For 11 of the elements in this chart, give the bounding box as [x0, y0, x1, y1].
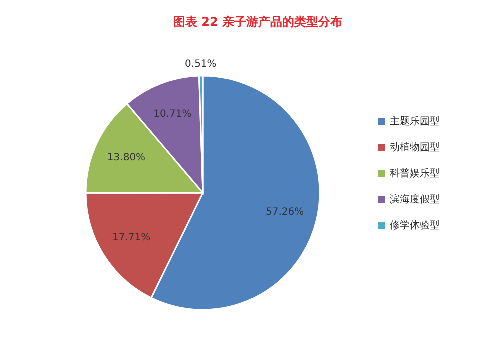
- legend-label: 主题乐园型: [390, 116, 440, 128]
- legend-label: 滨海度假型: [390, 194, 440, 206]
- data-label: 17.71%: [112, 232, 151, 244]
- data-label: 13.80%: [107, 152, 146, 164]
- chart-title: 图表 22 亲子游产品的类型分布: [173, 15, 343, 29]
- data-label: 10.71%: [154, 109, 192, 120]
- legend-label: 动植物园型: [390, 142, 440, 154]
- legend-label: 修学体验型: [390, 220, 440, 232]
- data-label: 0.51%: [185, 58, 217, 70]
- data-label: 57.26%: [266, 206, 304, 218]
- legend-label: 科普娱乐型: [390, 168, 440, 180]
